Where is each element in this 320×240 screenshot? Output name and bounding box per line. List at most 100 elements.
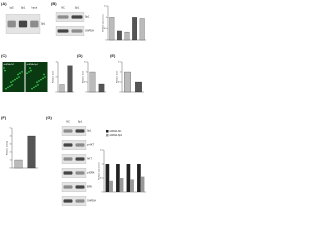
bar <box>109 180 113 192</box>
legend-swatch <box>106 130 109 133</box>
cell <box>30 69 32 72</box>
bar <box>132 17 137 41</box>
bar <box>98 83 105 93</box>
blot-row-label: GAPDH <box>87 200 96 203</box>
cell <box>29 67 31 69</box>
blot-column-label: Input <box>32 7 38 10</box>
legend-label: shRNA-Sp1 <box>110 134 123 137</box>
y-axis-label: Relative level <box>116 71 119 83</box>
figure: (A)IgG Sp1 Input Sp1 (B) NC Sp1 Sp1 GAPDH 0 0.5 1 1.… <box>1 1 146 207</box>
blot-band <box>71 29 83 33</box>
blot-band <box>75 171 85 175</box>
cell <box>40 78 42 81</box>
y-tick-label: 0 <box>10 168 12 170</box>
y-tick-label: 0 <box>120 92 122 94</box>
y-axis-label: Relative expression <box>102 14 105 31</box>
image-caption: shRNA-Sp1 <box>27 63 39 66</box>
y-tick-label: 0.5 <box>104 28 108 30</box>
y-tick-label: 3 <box>10 144 12 146</box>
panel-label: (C) <box>1 53 7 58</box>
cell <box>37 84 39 86</box>
blot-column-label: Sp1 <box>78 121 83 124</box>
blot-strip <box>61 168 87 179</box>
bar <box>67 65 73 93</box>
blot-band <box>57 29 69 33</box>
blot-strip <box>61 140 87 151</box>
blot-band <box>75 143 85 147</box>
blot-band <box>63 185 73 189</box>
blot-strip <box>61 125 87 136</box>
blot-band <box>63 129 73 133</box>
y-tick-label: 1.5 <box>104 6 108 8</box>
fluorescence-image <box>2 62 25 92</box>
y-tick-label: 0.5 <box>84 82 88 84</box>
cell <box>42 77 44 80</box>
y-tick-label: 1 <box>120 72 122 74</box>
blot-column-label: NC <box>61 7 65 10</box>
blot-band <box>63 143 73 147</box>
bar <box>126 164 131 192</box>
bar <box>124 71 131 93</box>
bar <box>109 17 115 41</box>
blot-row-label: p-ERK <box>87 172 95 175</box>
bar <box>135 81 142 93</box>
y-tick-label: 1.5 <box>100 150 104 152</box>
panel-label: (F) <box>1 115 7 120</box>
blot-band <box>75 129 85 133</box>
cell <box>36 81 38 84</box>
y-tick-label: 2 <box>56 77 58 79</box>
y-tick-label: 0 <box>56 92 58 94</box>
panel-label: (G) <box>46 115 52 120</box>
y-tick-label: 0.5 <box>100 178 104 180</box>
panel-label: (A) <box>1 1 7 6</box>
bar <box>105 164 110 192</box>
bar <box>130 179 134 192</box>
cell <box>26 72 28 74</box>
blot-strip <box>61 196 87 207</box>
panel-label: (B) <box>51 1 57 6</box>
y-tick-label: 4 <box>56 62 58 64</box>
blot-row-label: Sp1 <box>85 16 90 19</box>
bar <box>124 31 130 41</box>
blot-row-label: p-AKT <box>87 144 95 147</box>
blot-band <box>75 199 85 203</box>
cell <box>31 87 33 90</box>
cell <box>4 69 6 72</box>
cell <box>11 84 13 86</box>
cell <box>14 78 16 81</box>
y-tick-label: 0 <box>106 40 108 42</box>
blot-band <box>63 171 73 175</box>
cell <box>44 76 46 78</box>
blot-band <box>63 157 73 161</box>
blot-band <box>71 15 83 19</box>
cell <box>33 86 35 89</box>
bar <box>27 135 36 169</box>
bar <box>137 164 141 192</box>
blot-strip <box>61 182 87 193</box>
y-tick-label: 4 <box>10 136 12 138</box>
blot-band <box>18 20 28 28</box>
blot-band <box>30 20 39 28</box>
bar <box>140 176 145 192</box>
legend-swatch <box>106 134 109 137</box>
blot-column-label: Sp1 <box>21 7 26 10</box>
cell <box>19 72 21 74</box>
y-tick-label: 1.5 <box>118 62 122 64</box>
y-tick-label: 0.5 <box>118 82 122 84</box>
blot-strip <box>55 12 85 23</box>
blot-strip <box>61 154 87 165</box>
cell <box>3 67 5 69</box>
bar <box>119 178 124 192</box>
panel-label: (D) <box>77 53 83 58</box>
bar <box>116 164 120 192</box>
blot-strip <box>55 26 85 37</box>
cell <box>18 76 20 78</box>
blot-row-label: AKT <box>87 158 92 161</box>
cell <box>10 81 12 84</box>
y-axis-label: Relative level <box>82 71 85 83</box>
fluorescence-image <box>25 62 48 92</box>
panel-label: (E) <box>110 53 116 58</box>
y-tick-label: 1 <box>86 72 88 74</box>
cell <box>16 77 18 80</box>
y-tick-label: 1 <box>10 160 12 162</box>
